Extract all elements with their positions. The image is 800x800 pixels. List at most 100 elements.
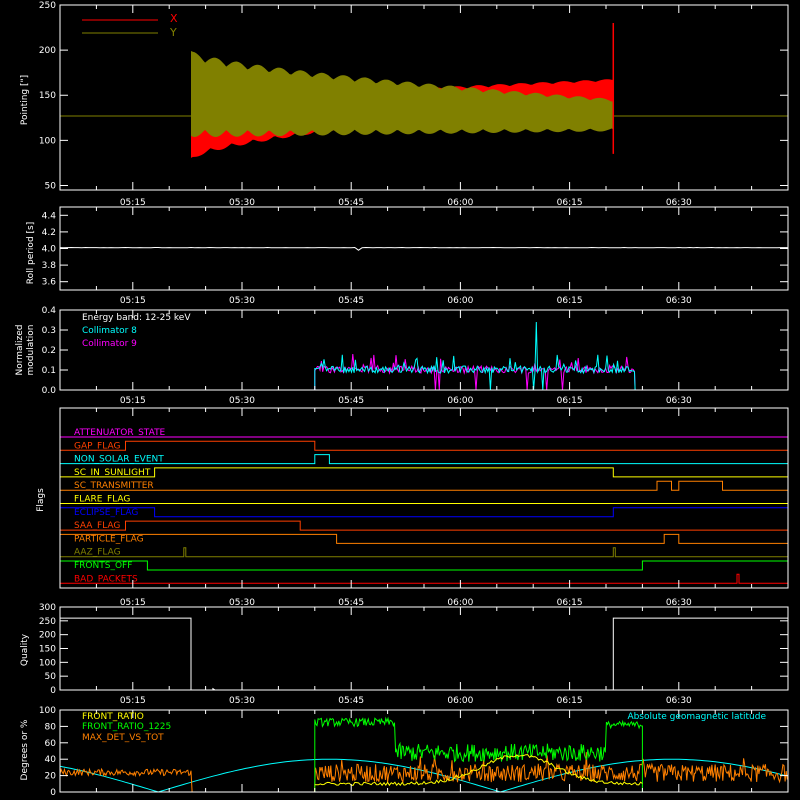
quality-ylabel: Quality [20, 633, 30, 666]
legend-geomagnetic-latitude: Absolute geomagnetic latitude [627, 712, 766, 722]
x-tick-label: 06:15 [557, 696, 583, 706]
y-tick-label: 100 [39, 706, 56, 716]
x-tick-label: 05:15 [120, 198, 146, 208]
x-tick-label: 06:15 [557, 296, 583, 306]
panel-roll-period: 05:15 05:30 05:45 06:00 06:15 06:30 3.6 3.8 4.0 4… [26, 206, 789, 306]
x-tick-label: 05:45 [338, 396, 364, 406]
series-max-det-vs-tot [59, 752, 788, 793]
y-tick-label: 3.8 [42, 261, 57, 271]
flag-label-saa-flag: SAA_FLAG [74, 521, 120, 531]
x-tick-label: 06:15 [557, 198, 583, 208]
x-tick-label: 06:15 [557, 598, 583, 608]
x-tick-label: 06:00 [447, 396, 473, 406]
y-tick-label: 200 [39, 631, 56, 641]
flag-line-fronts-off [60, 560, 788, 571]
x-tick-label: 05:30 [229, 198, 255, 208]
legend-collimator-8: Collimator 8 [82, 326, 137, 336]
x-tick-label: 05:45 [338, 696, 364, 706]
y-tick-label: 300 [39, 603, 56, 613]
x-tick-label: 06:00 [447, 696, 473, 706]
series-front-ratio [314, 754, 643, 787]
flag-label-flare-flag: FLARE_FLAG [74, 495, 130, 505]
x-tick-label: 06:30 [666, 598, 692, 608]
legend-max-det-vs-tot: MAX_DET_VS_TOT [82, 733, 164, 743]
modulation-ylabel-line1: Normalized [15, 324, 25, 375]
pointing-ylabel: Pointing ["] [20, 75, 30, 125]
legend-front-ratio: FRONT_RATIO [82, 712, 144, 722]
legend-x-label: X [170, 12, 178, 25]
legend-front-ratio-1225: FRONT_RATIO_1225 [82, 722, 171, 732]
x-tick-label: 06:00 [447, 296, 473, 306]
flag-line-gap-flag [60, 440, 788, 451]
panel-flags: ATTENUATOR_STATE GAP_FLAG NON_SOLAR_EVENT S… [36, 407, 789, 608]
x-tick-label: 05:30 [229, 296, 255, 306]
x-tick-label: 05:15 [120, 396, 146, 406]
y-tick-label: 40 [45, 755, 57, 765]
flag-label-sc-in-sunlight: SC_IN_SUNLIGHT [74, 468, 151, 478]
x-tick-label: 05:45 [338, 598, 364, 608]
modulation-collimator-8 [60, 321, 788, 391]
y-tick-label: 250 [39, 617, 56, 627]
pointing-legend: X Y [82, 12, 178, 39]
roll-period-ylabel: Roll period [s] [26, 222, 36, 284]
x-tick-label: 06:00 [447, 198, 473, 208]
y-tick-label: 80 [45, 722, 57, 732]
roll-period-line [59, 246, 788, 251]
y-tick-label: 0.4 [42, 306, 57, 316]
quality-line [60, 617, 788, 691]
flag-label-particle-flag: PARTICLE_FLAG [74, 534, 144, 544]
x-tick-label: 06:30 [666, 696, 692, 706]
y-tick-label: 0.0 [42, 386, 57, 396]
legend-y-label: Y [169, 26, 177, 39]
y-tick-label: 3.6 [42, 278, 57, 288]
flag-label-fronts-off: FRONTS_OFF [74, 561, 132, 571]
modulation-ylabel-line2: modulation [26, 325, 36, 376]
flag-line-non-solar-event [60, 454, 788, 465]
flag-label-aaz-flag: AAZ_FLAG [74, 548, 121, 558]
y-tick-label: 200 [39, 46, 56, 56]
flag-line-sc-transmitter [60, 480, 788, 491]
x-tick-label: 05:30 [229, 598, 255, 608]
series-y-band [191, 51, 614, 137]
flag-line-bad-packets [60, 573, 788, 584]
x-tick-label: 05:15 [120, 696, 146, 706]
panel-quality: 05:15 05:30 05:45 06:00 06:15 06:30 0 50 100 150 2… [20, 603, 789, 706]
y-tick-label: 60 [45, 739, 57, 749]
flag-line-particle-flag [60, 533, 788, 544]
y-tick-label: 0.1 [42, 366, 56, 376]
flag-line-saa-flag [60, 520, 788, 531]
flag-line-eclipse-flag [60, 507, 788, 518]
y-tick-label: 150 [39, 645, 56, 655]
panel-pointing: 05:15 05:30 05:45 06:00 06:15 06:30 50 100 150 20… [20, 1, 789, 208]
flags-ylabel: Flags [36, 488, 46, 512]
series-front-ratio-1225 [60, 716, 788, 793]
legend-collimator-9: Collimator 9 [82, 339, 137, 349]
x-tick-label: 06:30 [666, 396, 692, 406]
y-tick-label: 20 [45, 772, 57, 782]
flag-label-sc-transmitter: SC_TRANSMITTER [74, 481, 154, 491]
y-tick-label: 50 [45, 672, 57, 682]
y-tick-label: 0 [50, 686, 56, 696]
y-tick-label: 100 [39, 658, 56, 668]
flag-label-bad-packets: BAD_PACKETS [74, 574, 138, 584]
y-tick-label: 150 [39, 91, 56, 101]
y-tick-label: 50 [45, 181, 57, 191]
y-tick-label: 4.2 [42, 228, 56, 238]
y-tick-label: 100 [39, 136, 56, 146]
y-tick-label: 0 [50, 788, 56, 798]
panel-modulation: 05:15 05:30 05:45 06:00 06:15 06:30 0.0 0.1 0.2 0… [15, 306, 789, 406]
flag-label-non-solar-event: NON_SOLAR_EVENT [74, 455, 164, 465]
x-tick-label: 05:30 [229, 696, 255, 706]
panel-ratios: 0 20 40 60 80 100 FRONT_RATIO FRONT_RATIO_122… [20, 706, 789, 798]
y-tick-label: 4.4 [42, 211, 57, 221]
y-tick-label: 0.2 [42, 346, 56, 356]
energy-band-annotation: Energy band: 12-25 keV [82, 313, 191, 323]
modulation-collimator-9 [60, 354, 788, 391]
flag-label-gap-flag: GAP_FLAG [74, 441, 120, 451]
x-tick-label: 06:30 [666, 198, 692, 208]
x-tick-label: 05:15 [120, 296, 146, 306]
flag-label-attenuator-state: ATTENUATOR_STATE [74, 428, 166, 438]
flag-line-aaz-flag [60, 547, 788, 558]
